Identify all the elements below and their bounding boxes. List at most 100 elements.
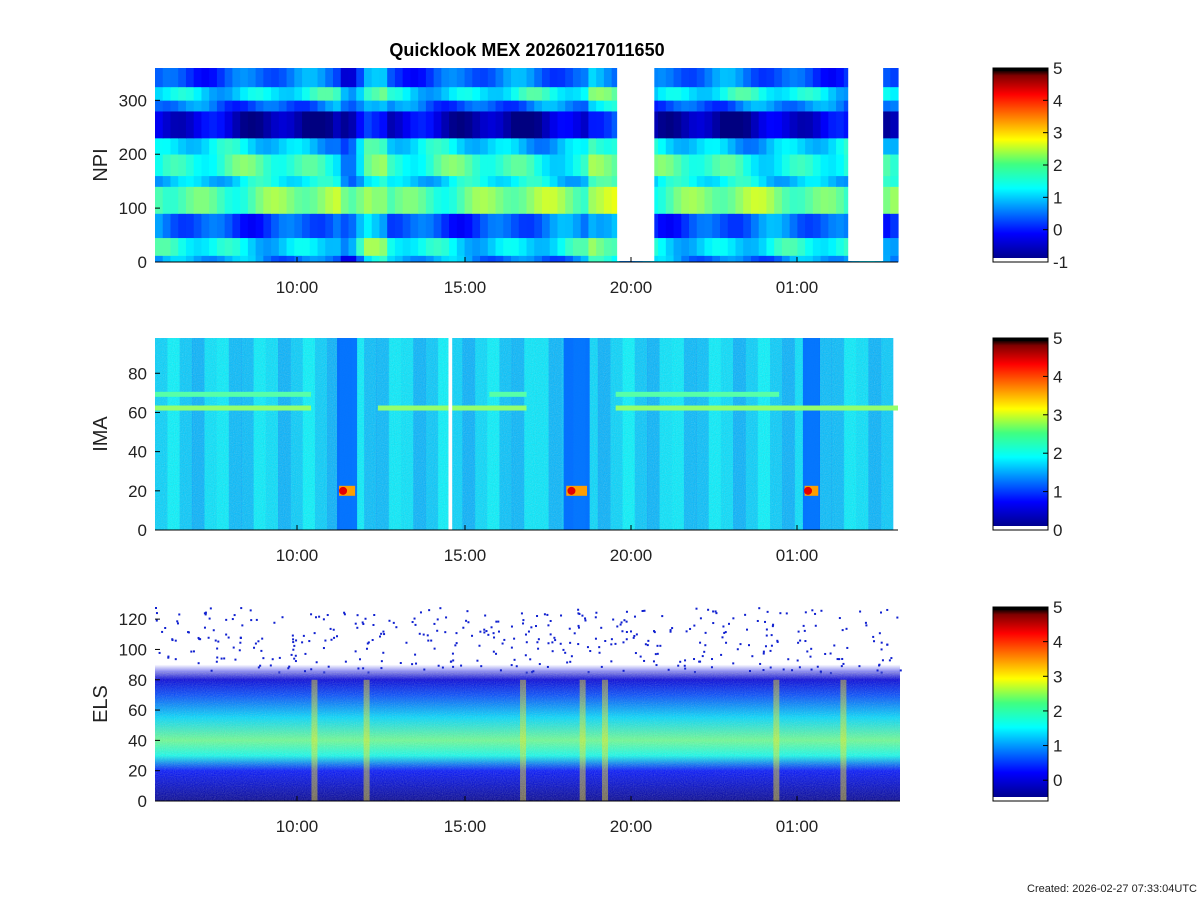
npi-heatmap-cell	[750, 186, 760, 214]
els-noise-dot	[301, 641, 304, 644]
els-noise-dot	[382, 651, 385, 654]
npi-heatmap-cell	[758, 86, 768, 101]
els-noise-dot	[356, 614, 359, 617]
npi-heatmap-cell	[789, 111, 798, 139]
npi-heatmap-cell	[588, 175, 597, 187]
npi-heatmap-cell	[696, 237, 706, 256]
els-noise-dot	[419, 611, 422, 614]
npi-heatmap-cell	[882, 111, 891, 139]
npi-heatmap-cell	[464, 138, 473, 155]
npi-heatmap-cell	[797, 154, 806, 177]
els-noise-dot	[471, 634, 474, 637]
npi-heatmap-cell	[758, 100, 768, 112]
npi-heatmap-cell	[464, 213, 473, 239]
npi-heatmap-cell	[456, 68, 466, 88]
els-noise-dot	[497, 620, 500, 623]
npi-heatmap-cell	[371, 255, 381, 263]
npi-heatmap-cell	[890, 138, 899, 155]
els-noise-dot	[537, 647, 540, 650]
npi-heatmap-cell	[750, 255, 760, 263]
npi-heatmap-cell	[511, 86, 520, 101]
els-noise-dot	[329, 627, 332, 630]
npi-heatmap-cell	[247, 68, 257, 88]
npi-heatmap-cell	[286, 154, 295, 177]
els-noise-dot	[290, 653, 293, 656]
npi-heatmap-cell	[418, 86, 427, 101]
els-noise-dot	[362, 667, 365, 670]
els-noise-dot	[444, 631, 447, 634]
npi-heatmap-cell	[317, 175, 326, 187]
els-noise-dot	[437, 664, 440, 667]
npi-heatmap-cell	[836, 86, 845, 101]
ima-ion-band	[155, 405, 312, 411]
npi-heatmap-cell	[541, 154, 551, 177]
npi-heatmap-cell	[774, 213, 783, 239]
els-noise-dot	[450, 660, 453, 663]
npi-heatmap-cell	[464, 175, 473, 187]
npi-heatmap-cell	[402, 100, 412, 112]
els-noise-dot	[652, 660, 655, 663]
els-noise-dot	[732, 662, 735, 665]
npi-heatmap-cell	[456, 186, 466, 214]
els-noise-dot	[711, 658, 714, 661]
npi-heatmap-cell	[449, 237, 458, 256]
npi-heatmap-cell	[317, 186, 326, 214]
npi-heatmap-cell	[193, 154, 203, 177]
els-noise-dot	[395, 626, 398, 629]
npi-heatmap-cell	[402, 255, 412, 263]
els-noise-dot	[167, 655, 170, 658]
els-noise-dot	[411, 663, 414, 666]
npi-heatmap-cell	[371, 86, 381, 101]
npi-heatmap-cell	[155, 86, 164, 101]
els-noise-dot	[327, 665, 330, 668]
els-noise-dot	[492, 632, 495, 635]
els-noise-dot	[785, 612, 788, 615]
npi-heatmap-cell	[480, 213, 489, 239]
npi-heatmap-cell	[232, 186, 241, 214]
npi-heatmap-cell	[673, 154, 682, 177]
npi-heatmap-cell	[781, 68, 791, 88]
npi-heatmap-cell	[371, 213, 381, 239]
npi-heatmap-cell	[402, 154, 412, 177]
els-noise-dot	[765, 628, 768, 631]
npi-heatmap-cell	[549, 100, 559, 112]
npi-heatmap-cell	[549, 255, 559, 263]
npi-heatmap-cell	[828, 237, 837, 256]
npi-heatmap-cell	[503, 68, 512, 88]
npi-heatmap-cell	[828, 111, 837, 139]
npi-heatmap-cell	[704, 154, 713, 177]
npi-heatmap-cell	[201, 237, 210, 256]
npi-heatmap-cell	[240, 86, 249, 101]
npi-heatmap-cell	[781, 100, 791, 112]
npi-heatmap-cell	[549, 175, 559, 187]
npi-colorbar-tick-label: 4	[1053, 91, 1062, 110]
els-noise-dot	[629, 630, 632, 633]
npi-heatmap-cell	[673, 213, 682, 239]
npi-heatmap-cell	[216, 213, 226, 239]
ima-y-tick-label: 0	[138, 521, 147, 540]
npi-heatmap-cell	[828, 100, 837, 112]
npi-heatmap-cell	[503, 111, 512, 139]
els-noise-dot	[759, 662, 762, 665]
els-noise-dot	[308, 640, 311, 643]
els-noise-dot	[493, 636, 496, 639]
npi-heatmap-cell	[309, 237, 319, 256]
npi-heatmap-cell	[758, 68, 768, 88]
npi-heatmap-cell	[255, 213, 264, 239]
npi-heatmap-cell	[572, 138, 582, 155]
npi-heatmap-cell	[224, 111, 233, 139]
els-noise-dot	[859, 610, 862, 613]
els-noise-dot	[223, 657, 226, 660]
npi-heatmap-cell	[271, 237, 280, 256]
els-noise-dot	[203, 612, 206, 615]
npi-heatmap-cell	[712, 213, 721, 239]
npi-heatmap-cell	[433, 255, 442, 263]
npi-heatmap-cell	[162, 237, 172, 256]
els-noise-dot	[225, 618, 228, 621]
npi-heatmap-cell	[712, 86, 721, 101]
npi-heatmap-cell	[348, 111, 357, 139]
npi-heatmap-cell	[518, 175, 528, 187]
els-noise-dot	[273, 621, 276, 624]
els-noise-dot	[322, 647, 325, 650]
